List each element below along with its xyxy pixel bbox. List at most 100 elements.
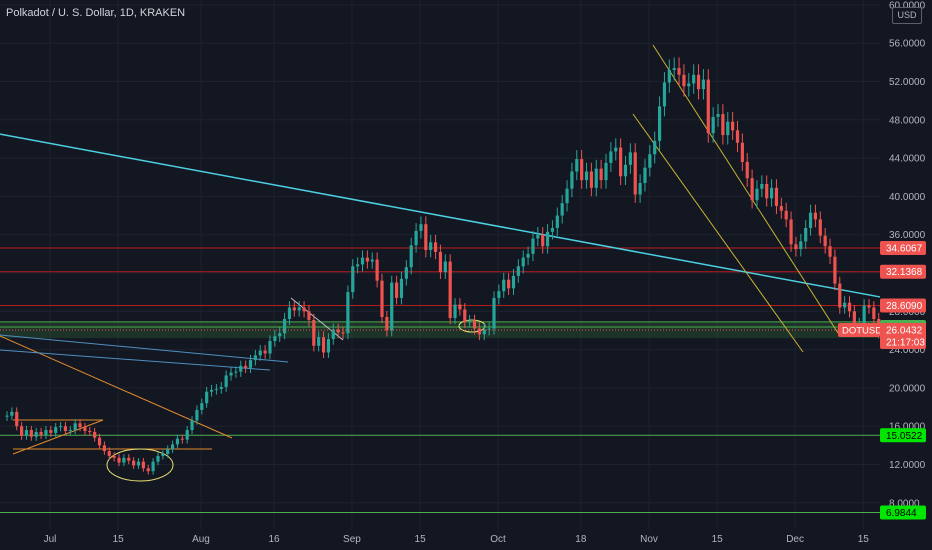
time-tick-label[interactable]: 15: [858, 534, 870, 545]
candle-down: [97, 437, 102, 446]
candle-up: [536, 234, 540, 239]
candle-up: [604, 162, 608, 181]
candle-down: [180, 438, 184, 440]
price-label-value: 32.1368: [886, 267, 923, 278]
candle-down: [731, 121, 735, 131]
candle-down: [146, 468, 150, 472]
candle-down: [20, 426, 24, 436]
price-tick-label[interactable]: 24.0000: [889, 345, 926, 356]
candle-up: [482, 329, 486, 335]
candle-down: [541, 234, 545, 247]
time-tick-label[interactable]: Sep: [343, 534, 361, 545]
candle-down: [677, 68, 681, 75]
price-tick-label[interactable]: 16.0000: [889, 422, 926, 433]
channel-lower-line: [632, 113, 804, 353]
candle-down: [867, 305, 871, 308]
time-tick-label[interactable]: Jul: [44, 534, 57, 545]
candle-down: [292, 307, 296, 311]
candle-up: [623, 164, 628, 177]
candle-up: [760, 183, 764, 189]
price-tick-label[interactable]: 8.0000: [889, 498, 920, 509]
candle-up: [662, 82, 667, 107]
candle-down: [433, 242, 438, 252]
candle-up: [487, 328, 491, 330]
candle-up: [492, 297, 496, 329]
price-tick-label[interactable]: 60.0000: [889, 0, 926, 11]
time-tick-label[interactable]: Dec: [786, 534, 804, 545]
candle-down: [107, 451, 111, 456]
candle-down: [477, 328, 481, 335]
time-tick-label[interactable]: Nov: [640, 534, 658, 545]
candle-down: [336, 329, 340, 333]
candle-up: [555, 215, 559, 228]
candle-up: [648, 154, 652, 168]
candle-up: [166, 449, 170, 454]
time-tick-label[interactable]: 15: [113, 534, 125, 545]
price-label-badge: [880, 241, 926, 256]
candle-up: [360, 257, 365, 265]
symbol-badge: [838, 323, 880, 338]
price-label-badge: [880, 264, 926, 279]
candle-up: [497, 291, 501, 298]
drawing-annotations: [0, 44, 881, 514]
time-tick-label[interactable]: 18: [575, 534, 587, 545]
price-tick-label[interactable]: 20.0000: [889, 383, 926, 394]
candle-up: [502, 279, 506, 292]
candle-up: [799, 241, 803, 250]
candle-up: [253, 355, 257, 361]
candle-up: [468, 320, 472, 322]
candle-down: [63, 426, 68, 431]
time-tick-label[interactable]: Oct: [490, 534, 506, 545]
time-tick-label[interactable]: Aug: [192, 534, 210, 545]
price-tick-label[interactable]: 48.0000: [889, 115, 926, 126]
price-tick-label[interactable]: 44.0000: [889, 154, 926, 165]
price-tick-label[interactable]: 36.0000: [889, 230, 926, 241]
candle-up: [287, 307, 292, 319]
candle-down: [472, 320, 477, 329]
candle-down: [39, 431, 43, 435]
candle-down: [765, 183, 769, 199]
candle-up: [214, 388, 219, 390]
time-axis[interactable]: Jul 15 Aug 16 Sep 15 Oct 18 Nov 15 Dec 15: [44, 534, 870, 545]
time-tick-label[interactable]: 15: [712, 534, 724, 545]
candles: [5, 57, 886, 475]
price-badges: 34.606732.136828.609026.354615.05226.984…: [0, 241, 926, 520]
last-price-badge: [880, 323, 926, 350]
candle-up: [151, 461, 155, 472]
candle-down: [721, 114, 725, 136]
candle-up: [273, 336, 277, 341]
price-tick-label[interactable]: 12.0000: [889, 460, 926, 471]
last-price-value: 26.0432: [886, 326, 923, 337]
candle-up: [755, 188, 759, 201]
candle-down: [696, 74, 701, 90]
candle-up: [667, 70, 671, 83]
price-tick-label[interactable]: 40.0000: [889, 192, 926, 203]
price-label-value: 28.6090: [886, 301, 923, 312]
candle-down: [307, 311, 311, 320]
candle-up: [161, 453, 165, 456]
blue-trend-line-2: [0, 349, 271, 371]
candle-down: [784, 210, 788, 220]
candle-up: [843, 302, 847, 308]
candle-down: [458, 304, 462, 310]
candle-down: [745, 161, 749, 179]
currency-button[interactable]: USD: [892, 7, 922, 24]
candle-up: [687, 83, 691, 87]
candle-down: [365, 257, 369, 262]
time-tick-label[interactable]: 15: [415, 534, 427, 545]
candle-up: [711, 116, 715, 134]
price-tick-label[interactable]: 56.0000: [889, 39, 926, 50]
candle-down: [424, 224, 428, 251]
time-tick-label[interactable]: 16: [268, 534, 280, 545]
candle-down: [49, 430, 53, 433]
candle-up: [68, 430, 72, 432]
price-tick-label[interactable]: 52.0000: [889, 77, 926, 88]
candle-up: [584, 171, 589, 181]
candle-up: [317, 337, 321, 346]
candle-up: [224, 375, 228, 387]
candle-up: [692, 74, 696, 84]
candle-down: [774, 187, 779, 206]
candle-down: [589, 171, 593, 188]
